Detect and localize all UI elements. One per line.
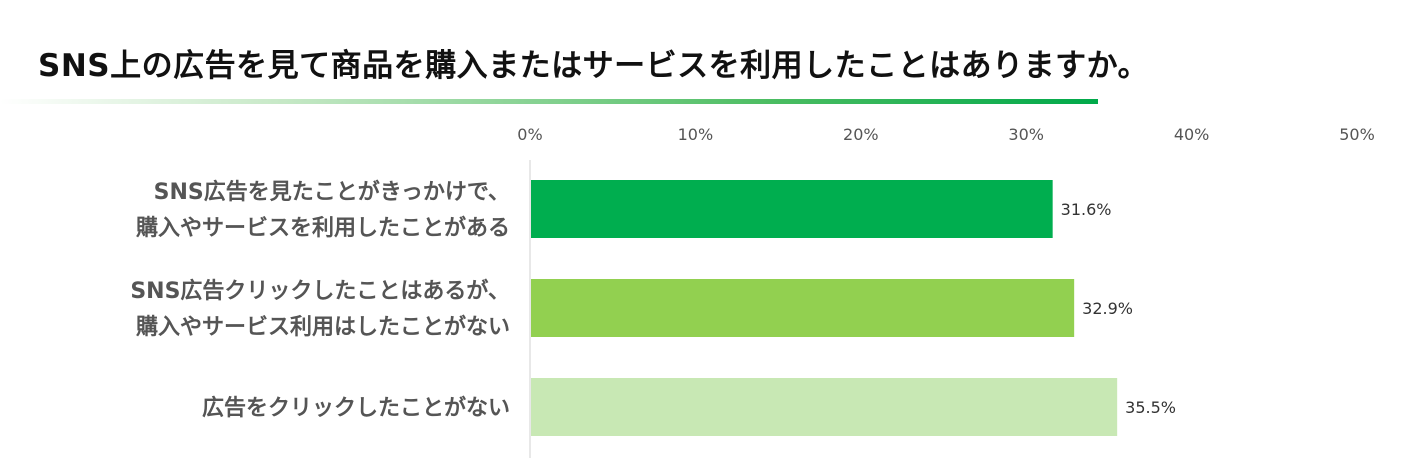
category-label: SNS広告を見たことがきっかけで、 <box>154 179 510 205</box>
x-tick-label: 0% <box>517 125 542 144</box>
bar <box>531 279 1075 337</box>
category-label: 購入やサービス利用はしたことがない <box>136 314 510 340</box>
category-label: 購入やサービスを利用したことがある <box>136 215 510 241</box>
bar <box>531 378 1118 436</box>
category-label: SNS広告クリックしたことはあるが、 <box>130 278 510 304</box>
value-label: 35.5% <box>1125 398 1176 417</box>
bar <box>531 180 1053 238</box>
x-tick-label: 20% <box>843 125 879 144</box>
category-label: 広告をクリックしたことがない <box>202 395 510 421</box>
value-label: 31.6% <box>1061 200 1112 219</box>
x-tick-label: 50% <box>1339 125 1375 144</box>
value-label: 32.9% <box>1082 299 1133 318</box>
x-tick-label: 30% <box>1008 125 1044 144</box>
chart-title: SNS上の広告を見て商品を購入またはサービスを利用したことはありますか。 <box>38 48 1149 84</box>
x-tick-label: 40% <box>1174 125 1210 144</box>
x-tick-label: 10% <box>678 125 714 144</box>
title-underline <box>0 99 1098 104</box>
